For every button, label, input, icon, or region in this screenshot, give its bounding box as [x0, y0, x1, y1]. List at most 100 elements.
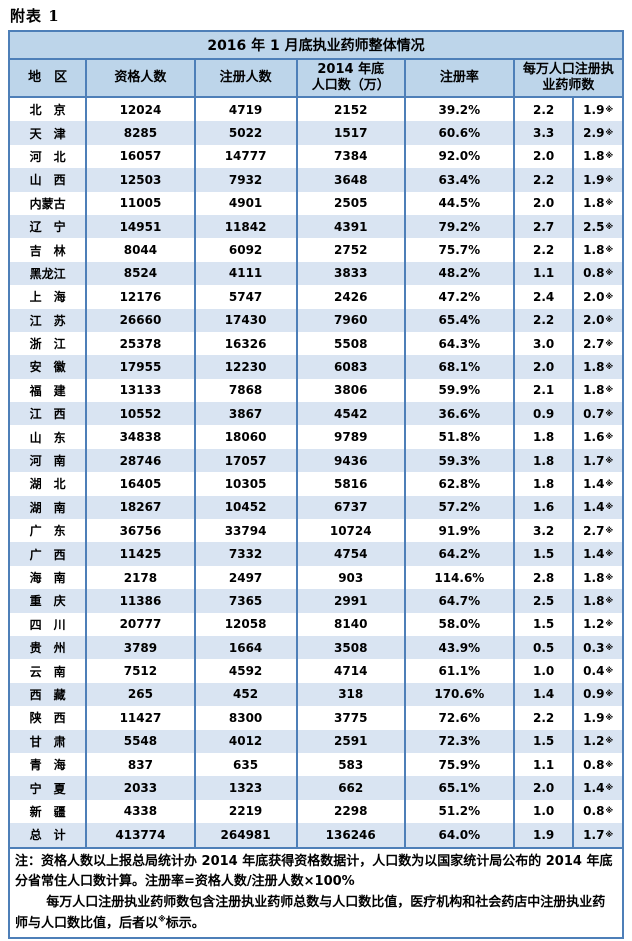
table-row: 河 北 16057 14777 7384 92.0% 2.0 1.8 ※ [10, 144, 622, 169]
cell-population: 6737 [295, 495, 404, 520]
cell-rate: 48.2% [403, 261, 513, 286]
cell-per-total: 3.3 [512, 121, 573, 145]
cell-rate: 68.1% [403, 355, 513, 379]
cell-qualified: 25378 [85, 331, 194, 356]
cell-per-retail: 1.4 ※ [572, 472, 622, 496]
cell-per-retail: 1.8 ※ [572, 355, 622, 379]
table-row: 湖 南 18267 10452 6737 57.2% 1.6 1.4 ※ [10, 495, 622, 520]
cell-region: 甘 肃 [10, 729, 86, 753]
cell-rate: 59.3% [403, 448, 513, 473]
cell-per-retail: 0.9 ※ [572, 682, 622, 707]
cell-population: 5816 [295, 472, 404, 496]
cell-region: 湖 南 [10, 495, 86, 520]
cell-registered: 11842 [193, 214, 296, 239]
cell-region: 广 西 [10, 542, 86, 566]
cell-per-retail: 1.9 ※ [572, 706, 622, 730]
cell-registered: 264981 [193, 823, 296, 847]
cell-per-retail: 1.2 ※ [572, 729, 622, 753]
cell-per-total: 2.8 [512, 565, 573, 590]
cell-per-total: 1.8 [512, 472, 573, 496]
cell-qualified: 265 [85, 682, 194, 707]
cell-per-retail: 2.0 ※ [572, 308, 622, 332]
page-title: 附表 1 [10, 7, 60, 25]
cell-per-retail: 2.9 ※ [572, 121, 622, 145]
cell-region: 广 东 [10, 519, 86, 543]
cell-per-total: 2.1 [512, 378, 573, 403]
cell-registered: 1664 [193, 635, 296, 660]
cell-qualified: 7512 [85, 659, 194, 683]
cell-per-retail: 1.8 ※ [572, 378, 622, 403]
cell-qualified: 11425 [85, 542, 194, 566]
cell-region: 辽 宁 [10, 214, 86, 239]
table-row: 上 海 12176 5747 2426 47.2% 2.4 2.0 ※ [10, 285, 622, 309]
cell-population: 3648 [295, 168, 404, 192]
cell-region: 海 南 [10, 565, 86, 590]
cell-region: 陕 西 [10, 706, 86, 730]
table-title: 2016 年 1 月底执业药师整体情况 [10, 32, 622, 60]
cell-per-total: 0.5 [512, 635, 573, 660]
cell-qualified: 413774 [85, 823, 194, 847]
cell-qualified: 8044 [85, 238, 194, 262]
cell-population: 9436 [295, 448, 404, 473]
cell-registered: 8300 [193, 706, 296, 730]
cell-per-retail: 1.4 ※ [572, 542, 622, 566]
cell-registered: 17430 [193, 308, 296, 332]
cell-per-retail: 0.8 ※ [572, 752, 622, 777]
cell-population: 4754 [295, 542, 404, 566]
cell-registered: 7332 [193, 542, 296, 566]
cell-rate: 91.9% [403, 519, 513, 543]
table-row: 浙 江 25378 16326 5508 64.3% 3.0 2.7 ※ [10, 331, 622, 356]
cell-per-retail: 1.8 ※ [572, 144, 622, 169]
cell-rate: 39.2% [403, 98, 513, 122]
cell-population: 3833 [295, 261, 404, 286]
cell-per-total: 1.5 [512, 729, 573, 753]
cell-per-total: 1.1 [512, 752, 573, 777]
cell-rate: 114.6% [403, 565, 513, 590]
cell-per-retail: 1.8 ※ [572, 238, 622, 262]
cell-per-total: 3.0 [512, 331, 573, 356]
cell-population: 3806 [295, 378, 404, 403]
table-row: 青 海 837 635 583 75.9% 1.1 0.8 ※ [10, 752, 622, 777]
cell-population: 7960 [295, 308, 404, 332]
cell-per-retail: 2.7 ※ [572, 519, 622, 543]
cell-qualified: 20777 [85, 612, 194, 636]
cell-region: 浙 江 [10, 331, 86, 356]
cell-region: 江 苏 [10, 308, 86, 332]
cell-registered: 5747 [193, 285, 296, 309]
table-row: 江 苏 26660 17430 7960 65.4% 2.2 2.0 ※ [10, 308, 622, 332]
cell-registered: 1323 [193, 776, 296, 800]
cell-population: 2298 [295, 799, 404, 824]
cell-rate: 51.8% [403, 425, 513, 449]
cell-qualified: 36756 [85, 519, 194, 543]
cell-rate: 72.3% [403, 729, 513, 753]
table-row: 贵 州 3789 1664 3508 43.9% 0.5 0.3 ※ [10, 635, 622, 660]
table-row: 辽 宁 14951 11842 4391 79.2% 2.7 2.5 ※ [10, 214, 622, 239]
cell-population: 4542 [295, 402, 404, 426]
cell-qualified: 11386 [85, 589, 194, 613]
cell-registered: 6092 [193, 238, 296, 262]
cell-rate: 75.9% [403, 752, 513, 777]
table-row: 广 东 36756 33794 10724 91.9% 3.2 2.7 ※ [10, 519, 622, 543]
cell-region: 上 海 [10, 285, 86, 309]
cell-region: 青 海 [10, 752, 86, 777]
cell-per-retail: 1.8 ※ [572, 565, 622, 590]
cell-per-total: 1.0 [512, 659, 573, 683]
cell-per-retail: 0.7 ※ [572, 402, 622, 426]
cell-qualified: 3789 [85, 635, 194, 660]
cell-population: 1517 [295, 121, 404, 145]
table-row: 陕 西 11427 8300 3775 72.6% 2.2 1.9 ※ [10, 706, 622, 730]
cell-population: 662 [295, 776, 404, 800]
cell-rate: 79.2% [403, 214, 513, 239]
cell-registered: 12058 [193, 612, 296, 636]
cell-qualified: 12176 [85, 285, 194, 309]
cell-qualified: 8285 [85, 121, 194, 145]
cell-qualified: 5548 [85, 729, 194, 753]
cell-population: 2426 [295, 285, 404, 309]
pharmacist-table: 2016 年 1 月底执业药师整体情况 地 区 资格人数 注册人数 2014 年… [8, 30, 624, 939]
cell-population: 583 [295, 752, 404, 777]
cell-rate: 65.4% [403, 308, 513, 332]
cell-rate: 51.2% [403, 799, 513, 824]
cell-region: 山 东 [10, 425, 86, 449]
table-row: 云 南 7512 4592 4714 61.1% 1.0 0.4 ※ [10, 659, 622, 683]
cell-per-total: 1.5 [512, 612, 573, 636]
